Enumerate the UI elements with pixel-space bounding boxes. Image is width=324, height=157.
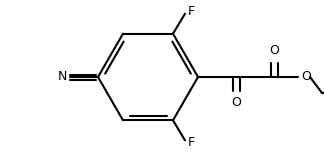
Text: O: O — [301, 70, 311, 84]
Text: F: F — [188, 5, 195, 18]
Text: F: F — [188, 136, 195, 149]
Text: O: O — [269, 43, 279, 57]
Text: O: O — [231, 97, 241, 109]
Text: N: N — [57, 70, 67, 84]
